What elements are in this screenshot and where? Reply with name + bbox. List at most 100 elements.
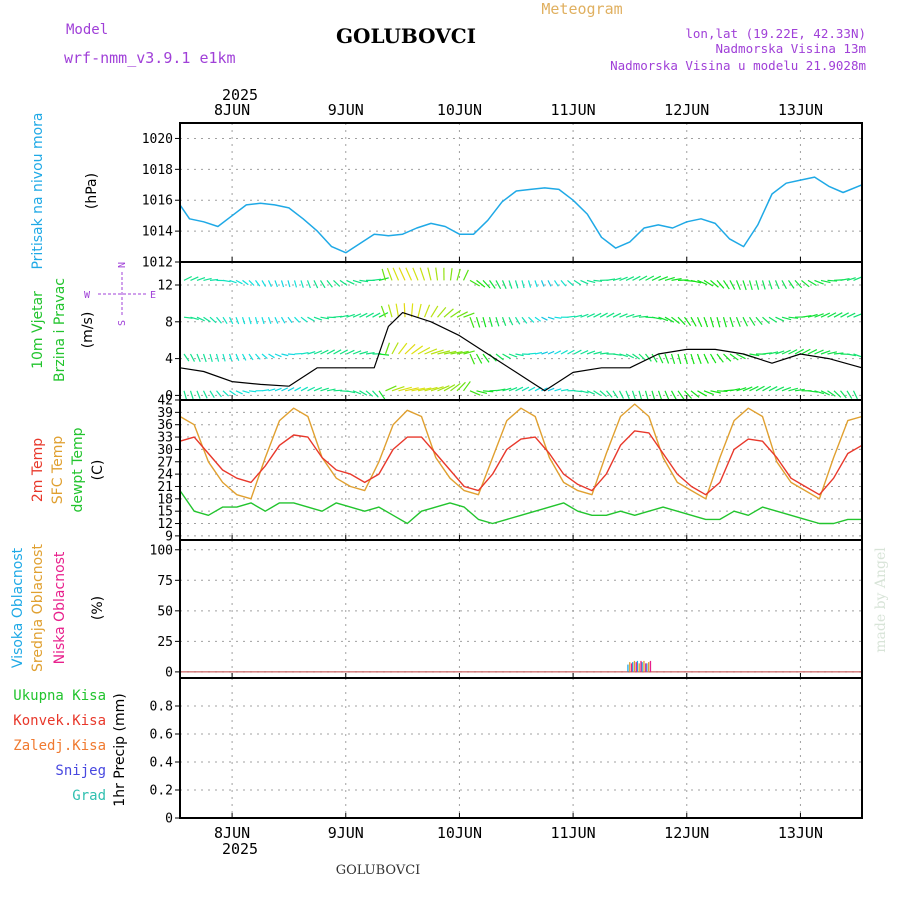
precip-legend-freezing: Zaledj.Kisa: [13, 738, 106, 754]
wind-arrow: [387, 304, 393, 318]
wind-arrow: [755, 385, 765, 392]
wind-arrow: [381, 268, 387, 281]
compass-w: W: [84, 290, 91, 301]
wind-arrow: [697, 279, 708, 286]
wind-arrow: [710, 279, 719, 288]
wind-arrow: [423, 304, 431, 318]
pressure-label: Pritisak na nivou mora: [30, 112, 46, 269]
wind-arrow: [846, 312, 856, 318]
wind-arrow: [378, 390, 386, 400]
meteogram-title: Meteogram: [541, 0, 622, 18]
wind-arrow: [651, 390, 656, 401]
wind-arrow: [684, 390, 693, 399]
wind-arrow: [833, 390, 842, 398]
wind-arrow: [541, 351, 549, 355]
wind-arrow: [417, 387, 432, 392]
wind-arrow: [411, 387, 426, 392]
wind-arrow: [788, 387, 799, 392]
wind-arrow: [280, 280, 285, 288]
wind-arrow: [690, 353, 695, 365]
y-tick-label: 0.8: [150, 700, 173, 715]
wind-arrow: [632, 275, 641, 281]
wind-arrow: [189, 390, 194, 400]
wind-arrow: [580, 390, 589, 394]
wind-arrow: [463, 350, 475, 355]
credit-text: made by Angel: [873, 547, 889, 653]
wind-arrow: [320, 316, 330, 320]
wind-arrow: [203, 316, 211, 323]
wind-arrow: [417, 303, 422, 318]
bottom-year-label: 2025: [222, 840, 258, 858]
wind-arrow: [437, 385, 450, 392]
wind-arrow: [268, 388, 276, 392]
y-tick-label: 0.2: [150, 784, 173, 799]
wind-arrow: [501, 316, 507, 326]
wind-arrow: [781, 349, 791, 355]
wind-arrow: [261, 353, 268, 360]
wind-arrow: [352, 279, 362, 284]
wind-arrow: [807, 313, 818, 318]
wind-arrow: [326, 349, 335, 355]
wind-arrow: [203, 277, 212, 281]
wind-arrow: [788, 349, 798, 355]
wind-arrow: [801, 315, 812, 318]
wind-arrow: [281, 387, 289, 392]
y-tick-label: 8: [165, 315, 173, 330]
wind-arrow: [528, 352, 536, 355]
model-altitude-text: Nadmorska Visina u modelu 21.9028m: [610, 58, 866, 73]
wind-arrow: [307, 386, 316, 392]
wind-arrow: [716, 390, 728, 393]
wind-arrow: [287, 387, 295, 392]
wind-arrow: [359, 279, 369, 283]
wind-arrow: [424, 386, 438, 392]
wind-arrow: [658, 276, 669, 281]
top-day-label: 12JUN: [664, 101, 709, 119]
wind-arrow: [560, 388, 569, 392]
wind-arrow: [469, 390, 481, 396]
wind-arrow: [677, 316, 686, 326]
wind-arrow: [403, 303, 406, 318]
y-tick-label: 0: [165, 812, 173, 827]
wind-arrow: [241, 353, 247, 361]
wind-arrow: [359, 312, 368, 318]
wind-arrow: [761, 280, 766, 290]
wind-arrow: [657, 390, 663, 401]
wind-arrow: [268, 353, 275, 359]
wind-arrow: [781, 316, 792, 321]
wind-arrow: [775, 350, 785, 355]
2m-temp-line: [179, 430, 863, 496]
wind-arrow: [697, 390, 707, 397]
bottom-day-label: 13JUN: [778, 824, 823, 842]
wind-arrow: [567, 279, 574, 287]
wind-arrow: [475, 353, 483, 364]
wind-arrow: [469, 279, 480, 287]
wind-arrow: [853, 313, 862, 318]
wind-arrow: [339, 279, 348, 286]
wind-arrow: [547, 387, 555, 392]
wind-arrow: [190, 316, 199, 321]
wind-arrow: [638, 390, 643, 400]
wind-arrow: [248, 390, 257, 393]
wind-arrow: [294, 316, 300, 323]
wind-arrow: [392, 267, 400, 281]
wind-arrow: [365, 312, 374, 318]
wind-arrow: [820, 390, 831, 396]
temp-unit: (C): [90, 460, 106, 481]
y-tick-label: 39: [157, 406, 173, 421]
y-tick-label: 50: [157, 604, 173, 619]
wind-label-2: Brzina i Pravac: [52, 278, 68, 382]
wind-arrow: [612, 353, 622, 356]
y-tick-label: 4: [165, 352, 173, 367]
bottom-day-label: 10JUN: [437, 824, 482, 842]
wind-arrow: [378, 277, 389, 281]
wind-arrow: [501, 280, 507, 290]
y-tick-label: 0: [165, 665, 173, 680]
wind-arrow: [762, 385, 772, 392]
wind-arrow: [183, 353, 190, 362]
wind-compass: N S W E: [84, 262, 156, 326]
wind-arrow: [248, 279, 255, 286]
wind-arrow: [411, 345, 424, 355]
wind-arrow: [593, 390, 602, 396]
wind-arrow: [398, 342, 408, 355]
wind-arrow: [735, 316, 741, 327]
